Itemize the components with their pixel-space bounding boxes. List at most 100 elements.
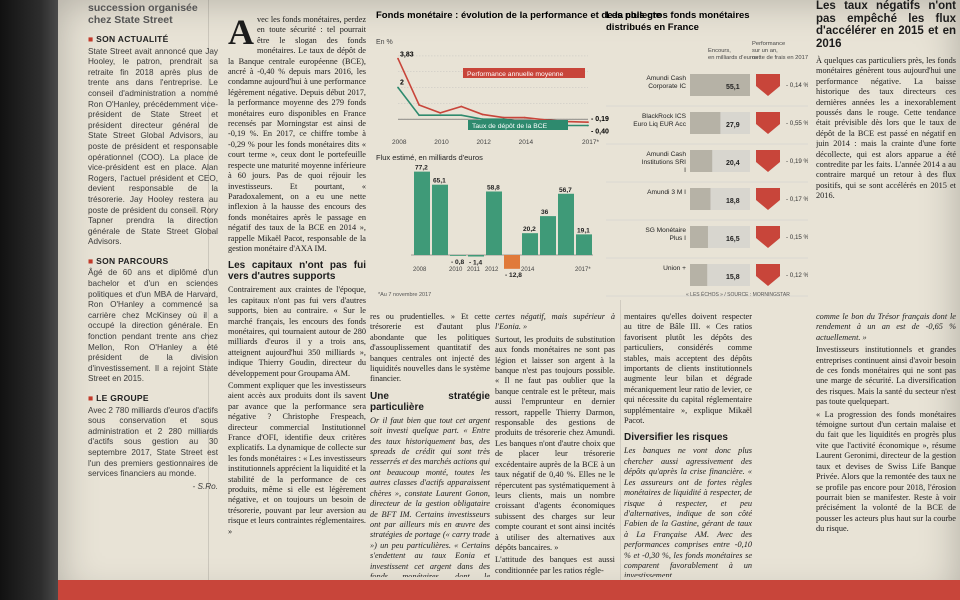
bar-value-label: 20,2: [523, 226, 536, 233]
data-point: [460, 105, 463, 108]
data-point: [587, 121, 589, 124]
right-body-column: comme le bon du Trésor français dont le …: [816, 312, 956, 577]
bar-value-label: 58,8: [487, 184, 500, 191]
fund-name: Plus I: [670, 235, 687, 242]
encours-bar: [690, 188, 711, 210]
performance-value: - 0,12 %: [786, 272, 808, 279]
bar: [486, 191, 502, 255]
data-point: [418, 104, 421, 106]
x-tick-label: 2017*: [582, 139, 599, 146]
page-fold: [620, 300, 621, 580]
fund-name: Amundi Cash: [646, 151, 686, 158]
body-column-1: res ou prudentielles. » Et cette trésore…: [370, 312, 490, 577]
legend-bce: [468, 120, 568, 130]
bar: [414, 171, 430, 255]
performance-value: - 0,15 %: [786, 234, 808, 241]
body-column-2: certes négatif, mais supérieur à l'Eonia…: [495, 312, 615, 577]
legend-performance-label: Performance annuelle moyenne: [467, 71, 564, 78]
encours-bar: [690, 226, 708, 248]
bar: [540, 216, 556, 255]
section-title: SON ACTUALITÉ: [88, 34, 218, 45]
section-text: State Street avait annoncé que Jay Hoole…: [88, 46, 218, 247]
value-label: - 0,40: [591, 129, 609, 136]
right-paragraph: À quelques cas particuliers près, les fo…: [816, 56, 956, 201]
bar-value-label: 56,7: [559, 187, 572, 194]
infographic: Fonds monétaire : évolution de la perfor…: [368, 0, 825, 305]
encours-value: 55,1: [726, 84, 740, 91]
body-paragraph: certes négatif, mais supérieur à l'Eonia…: [495, 312, 615, 332]
performance-arrow: [756, 226, 780, 248]
section-title: LE GROUPE: [88, 393, 218, 404]
right-paragraph: comme le bon du Trésor français dont le …: [816, 312, 956, 342]
encours-bar: [690, 74, 750, 96]
advertisement-band: [58, 580, 960, 600]
data-point: [397, 57, 399, 60]
data-point: [418, 114, 421, 117]
column-header: sur un an,: [752, 48, 778, 54]
value-label: 3,83: [400, 52, 414, 59]
performance-value: - 0,19 %: [786, 158, 808, 165]
source-credit: « LES ÉCHOS » / SOURCE : MORNINGSTAR: [686, 291, 790, 298]
body-paragraph: L'attitude des banques est aussi conditi…: [495, 555, 615, 575]
column-header: Encours,: [708, 48, 731, 54]
series-line-bce: [397, 87, 588, 127]
bar: [558, 193, 574, 255]
sidebar-headline: succession organisée chez State Street: [88, 2, 198, 26]
right-paragraph: « La progression des fonds monétaires té…: [816, 409, 956, 534]
drop-cap: A: [228, 15, 254, 52]
data-point: [439, 114, 442, 117]
data-point: [502, 118, 505, 121]
performance-arrow: [756, 188, 780, 210]
encours-value: 20,4: [726, 160, 740, 167]
bar: [468, 255, 484, 257]
body-subhead: Diversifier les risques: [624, 432, 728, 444]
x-tick-label: 2008: [392, 139, 407, 146]
encours-value: 15,8: [726, 274, 740, 281]
data-point: [481, 113, 484, 116]
table-title-line1: Les plus gros fonds monétaires: [606, 10, 750, 21]
fund-name: BlackRock ICS: [642, 113, 687, 120]
performance-arrow: [756, 264, 780, 286]
column-header: en milliards d’euros: [708, 55, 758, 61]
encours-value: 16,5: [726, 236, 740, 243]
fund-name: Euro Liq EUR Acc: [633, 121, 686, 128]
x-tick-label: 2008: [413, 267, 427, 273]
performance-value: - 0,14 %: [786, 82, 808, 89]
data-point: [502, 116, 505, 119]
fund-name: Union +: [663, 265, 686, 272]
unit-label: En %: [376, 39, 393, 46]
line-chart: Performance annuelle moyenne Taux de dépô…: [392, 52, 609, 146]
signature: - S.Ro.: [192, 481, 218, 491]
bar: [432, 184, 448, 255]
bar: [450, 255, 466, 256]
article-column: A vec les fonds monétaires, perdez en to…: [228, 15, 366, 575]
encours-bar: [690, 150, 713, 172]
legend-performance: [463, 68, 585, 78]
performance-arrow: [756, 74, 780, 96]
legend-bce-label: Taux de dépôt de la BCE: [472, 123, 548, 130]
footnote: *Au 7 novembre 2017: [378, 292, 431, 298]
x-tick-label: 2011: [467, 267, 481, 273]
body-paragraph: res ou prudentielles. » Et cette trésore…: [370, 312, 490, 384]
data-point: [460, 114, 463, 117]
bar-chart: 77,2 65,1 - 0,8 - 1,4 58,8 - 12,8 20,2 36 56,7 19…: [411, 165, 593, 279]
article-subhead: Les capitaux n'ont pas fui vers d'autres…: [228, 260, 366, 283]
body-column-3: mentaires qu'elles doivent respecter au …: [624, 312, 752, 577]
bar-value-label: 65,1: [433, 178, 446, 185]
section-text: Avec 2 780 milliards d'euros d'actifs so…: [88, 405, 218, 479]
body-paragraph: Les banques ne vont donc plus chercher a…: [624, 446, 752, 577]
data-point: [523, 116, 526, 119]
bar: [522, 233, 538, 255]
fund-name: Amundi 3 M I: [647, 189, 686, 196]
article-paragraph: Contrairement aux craintes de l'époque, …: [228, 285, 366, 378]
fund-table: Encours,en milliards d’euros Performances…: [606, 41, 825, 297]
encours-bar: [690, 264, 708, 286]
encours-value: 18,8: [726, 198, 740, 205]
right-paragraph: Investisseurs institutionnels et grandes…: [816, 345, 956, 407]
x-tick-label: 2014: [519, 139, 534, 146]
body-paragraph: Or il faut bien que tout cet argent soit…: [370, 415, 490, 577]
data-point: [481, 118, 484, 121]
fund-name: I: [684, 167, 686, 174]
performance-value: - 0,17 %: [786, 196, 808, 203]
bar-value-label: 36: [541, 209, 549, 216]
